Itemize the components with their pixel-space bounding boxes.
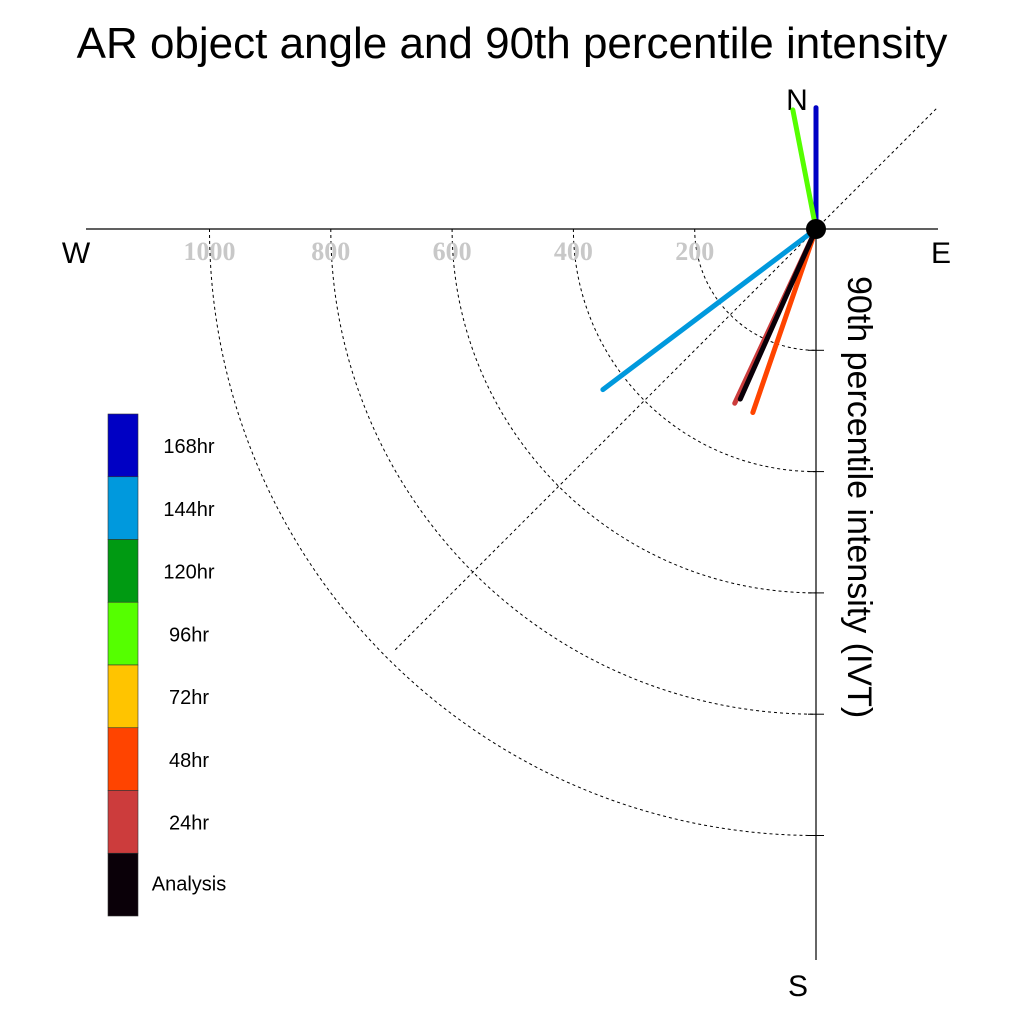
- legend-swatch-168hr: [107, 413, 139, 478]
- ring-1000: [209, 228, 817, 836]
- vector-analysis: [737, 226, 819, 402]
- legend-label-24hr: 24hr: [169, 813, 209, 835]
- legend-swatch-48hr: [107, 727, 139, 791]
- legend: 168hr 144hr 120hr 96hr 72hr 48hr 24hr Analysis: [107, 413, 226, 917]
- polar-grid: [86, 106, 938, 960]
- vector-144hr: [600, 226, 819, 393]
- legend-label-analysis: Analysis: [152, 873, 226, 895]
- ring-label-200: 200: [675, 237, 714, 266]
- legend-swatch-96hr: [107, 601, 139, 666]
- radial-axis-label: 90th percentile intensity (IVT): [840, 276, 878, 718]
- ring-600: [451, 228, 817, 594]
- ring-400: [572, 228, 817, 473]
- legend-swatch-24hr: [107, 790, 139, 854]
- ring-label-800: 800: [311, 237, 350, 266]
- legend-swatch-144hr: [107, 476, 139, 540]
- ring-800: [330, 228, 817, 715]
- diagonal-guide: [393, 108, 937, 652]
- ring-label-1000: 1000: [184, 237, 236, 266]
- vector-96hr: [790, 107, 819, 232]
- legend-label-120hr: 120hr: [163, 562, 214, 584]
- ring-200: [694, 228, 817, 351]
- vectors: [600, 105, 819, 416]
- compass-east-label: E: [931, 237, 951, 270]
- legend-swatch-72hr: [107, 664, 139, 729]
- compass-north-label: N: [786, 84, 808, 117]
- origin-marker: [806, 219, 826, 239]
- compass-south-label: S: [788, 970, 808, 1003]
- compass-west-label: W: [62, 237, 91, 270]
- legend-label-96hr: 96hr: [169, 624, 209, 646]
- legend-swatch-analysis: [107, 852, 139, 917]
- legend-label-72hr: 72hr: [169, 687, 209, 709]
- vector-48hr: [750, 226, 819, 416]
- chart-title: AR object angle and 90th percentile inte…: [77, 19, 948, 68]
- ring-label-400: 400: [554, 237, 593, 266]
- legend-label-144hr: 144hr: [163, 499, 214, 521]
- legend-label-48hr: 48hr: [169, 750, 209, 772]
- ring-label-600: 600: [433, 237, 472, 266]
- legend-label-168hr: 168hr: [163, 436, 214, 458]
- legend-swatch-120hr: [107, 539, 139, 603]
- ring-labels: 200 400 600 800 1000: [184, 237, 715, 266]
